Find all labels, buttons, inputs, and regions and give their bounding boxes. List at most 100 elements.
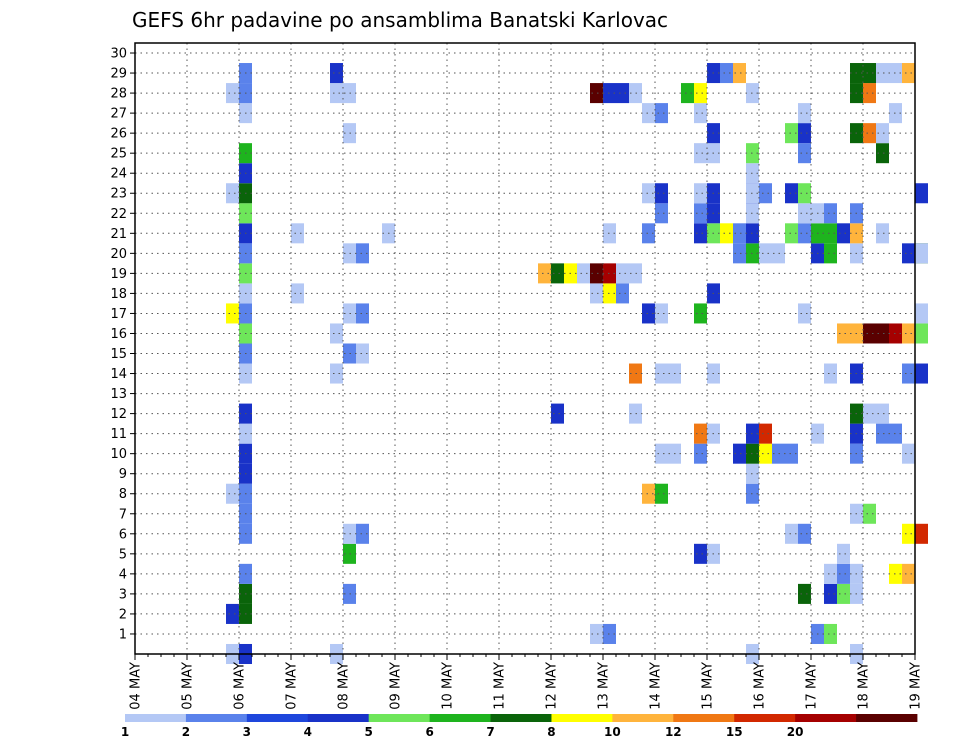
heatmap-cell bbox=[694, 223, 707, 244]
y-tick-label: 4 bbox=[119, 567, 127, 582]
heatmap-cell bbox=[642, 103, 655, 124]
y-tick-label: 26 bbox=[110, 127, 127, 142]
heatmap-cell bbox=[655, 443, 668, 464]
heatmap-cell bbox=[798, 203, 811, 224]
heatmap-cell bbox=[902, 523, 915, 544]
heatmap-cell bbox=[798, 123, 811, 144]
heatmap-cell bbox=[226, 83, 239, 104]
heatmap-cell bbox=[356, 523, 369, 544]
y-tick-label: 23 bbox=[110, 187, 127, 202]
heatmap-cell bbox=[330, 323, 343, 344]
heatmap-cell bbox=[655, 363, 668, 384]
heatmap-cell bbox=[915, 243, 928, 264]
heatmap-cell bbox=[785, 183, 798, 204]
heatmap-cell bbox=[837, 323, 850, 344]
colorbar-swatch bbox=[795, 714, 857, 722]
heatmap-cell bbox=[720, 63, 733, 84]
y-tick-label: 7 bbox=[119, 507, 127, 522]
heatmap-cell bbox=[915, 363, 928, 384]
colorbar-swatch bbox=[551, 714, 613, 722]
colorbar-swatch bbox=[734, 714, 796, 722]
heatmap-cell bbox=[876, 403, 889, 424]
heatmap-cell bbox=[330, 363, 343, 384]
heatmap-cell bbox=[785, 523, 798, 544]
x-tick-label: 14 MAY bbox=[649, 662, 664, 710]
colorbar-tick-label: 3 bbox=[243, 725, 251, 739]
chart-title: GEFS 6hr padavine po ansamblima Banatski… bbox=[132, 8, 668, 32]
colorbar-tick-label: 20 bbox=[787, 725, 804, 739]
heatmap-cell bbox=[694, 103, 707, 124]
heatmap-cell bbox=[798, 223, 811, 244]
colorbar-tick-label: 2 bbox=[182, 725, 190, 739]
heatmap-cell bbox=[733, 443, 746, 464]
y-tick-label: 16 bbox=[110, 327, 127, 342]
heatmap-cell bbox=[538, 263, 551, 284]
heatmap-cell bbox=[642, 223, 655, 244]
heatmap-cell bbox=[863, 403, 876, 424]
heatmap-cell bbox=[551, 263, 564, 284]
heatmap-cell bbox=[590, 263, 603, 284]
heatmap-cell bbox=[824, 243, 837, 264]
heatmap-cell bbox=[902, 243, 915, 264]
y-tick-label: 10 bbox=[110, 447, 127, 462]
y-tick-label: 3 bbox=[119, 587, 127, 602]
x-tick-label: 15 MAY bbox=[701, 662, 716, 710]
y-tick-label: 25 bbox=[110, 147, 127, 162]
heatmap-cell bbox=[694, 83, 707, 104]
heatmap-cell bbox=[330, 83, 343, 104]
heatmap-cell bbox=[863, 123, 876, 144]
heatmap-cell bbox=[642, 183, 655, 204]
colorbar-swatch bbox=[856, 714, 918, 722]
heatmap-cell bbox=[226, 183, 239, 204]
heatmap-cell bbox=[330, 63, 343, 84]
heatmap-cell bbox=[694, 143, 707, 164]
x-tick-label: 16 MAY bbox=[753, 662, 768, 710]
heatmap-cell bbox=[590, 83, 603, 104]
heatmap-cell bbox=[915, 523, 928, 544]
heatmap-cell bbox=[655, 303, 668, 324]
y-tick-label: 15 bbox=[110, 347, 127, 362]
colorbar-tick-label: 12 bbox=[665, 725, 682, 739]
heatmap-cell bbox=[226, 603, 239, 624]
colorbar-swatch bbox=[185, 714, 248, 722]
y-tick-label: 30 bbox=[110, 47, 127, 62]
heatmap-cell bbox=[915, 303, 928, 324]
y-tick-label: 21 bbox=[110, 227, 127, 242]
colorbar-swatch bbox=[125, 714, 187, 722]
y-tick-label: 14 bbox=[110, 367, 127, 382]
colorbar-tick-label: 7 bbox=[486, 725, 494, 739]
heatmap-cell bbox=[837, 563, 850, 584]
heatmap-cell bbox=[616, 263, 629, 284]
heatmap-cell bbox=[798, 103, 811, 124]
heatmap-cell bbox=[876, 323, 889, 344]
heatmap-cell bbox=[785, 123, 798, 144]
heatmap-cell bbox=[616, 283, 629, 304]
colorbar-tick-label: 1 bbox=[121, 725, 129, 739]
x-tick-label: 12 MAY bbox=[545, 662, 560, 710]
x-tick-label: 04 MAY bbox=[129, 662, 144, 710]
heatmap-cell bbox=[694, 423, 707, 444]
x-tick-label: 09 MAY bbox=[389, 662, 404, 710]
y-tick-label: 18 bbox=[110, 287, 127, 302]
heatmap-cell bbox=[915, 183, 928, 204]
heatmap-cell bbox=[863, 83, 876, 104]
x-tick-label: 11 MAY bbox=[493, 662, 508, 710]
y-tick-label: 8 bbox=[119, 487, 127, 502]
heatmap-cell bbox=[798, 583, 811, 604]
grid-layer bbox=[135, 43, 915, 654]
heatmap-cell bbox=[824, 223, 837, 244]
x-tick-label: 17 MAY bbox=[805, 662, 820, 710]
heatmap-cell bbox=[798, 303, 811, 324]
y-tick-label: 11 bbox=[110, 427, 127, 442]
colorbar: 1 2 3 4 5 6 7 8 10 12 15 20 bbox=[121, 714, 918, 739]
colorbar-tick-label: 8 bbox=[547, 725, 555, 739]
colorbar-tick-label: 10 bbox=[604, 725, 621, 739]
heatmap-cell bbox=[356, 343, 369, 364]
y-tick-label: 13 bbox=[110, 387, 127, 402]
heatmap-cell bbox=[616, 83, 629, 104]
heatmap-cell bbox=[733, 243, 746, 264]
x-tick-label: 08 MAY bbox=[337, 662, 352, 710]
colorbar-tick-label: 4 bbox=[304, 725, 312, 739]
x-tick-label: 18 MAY bbox=[857, 662, 872, 710]
